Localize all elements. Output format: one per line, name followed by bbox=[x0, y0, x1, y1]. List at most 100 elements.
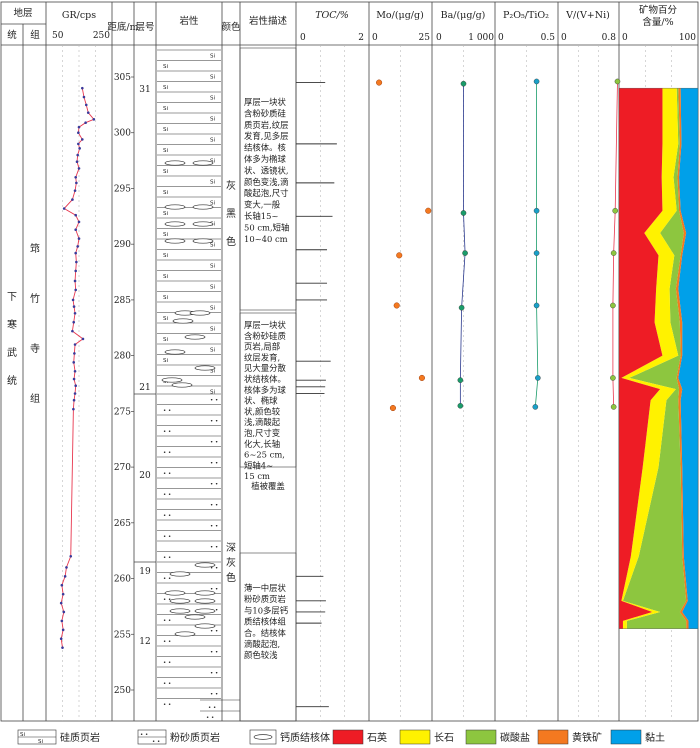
lith-silt-symbol: • • bbox=[210, 650, 218, 656]
v-vni-curve bbox=[610, 78, 621, 410]
nodule-symbol bbox=[164, 590, 186, 596]
mineral-area-4 bbox=[678, 88, 698, 629]
nodule-symbol bbox=[169, 571, 191, 577]
mo-max-label: 25 bbox=[419, 33, 431, 43]
lith-silt-symbol: • • bbox=[163, 513, 171, 519]
pti-line bbox=[534, 81, 539, 407]
desc-1-line: 结核体。核 bbox=[244, 143, 286, 153]
header-v: V/(V+Ni) bbox=[565, 10, 610, 21]
lith-si-symbol: Si bbox=[210, 306, 215, 312]
gr-point bbox=[61, 646, 64, 649]
lith-si-symbol: Si bbox=[163, 253, 168, 259]
desc-1-line: 状、透镜状, bbox=[244, 165, 289, 175]
gr-point bbox=[63, 575, 67, 578]
legend-label: 长石 bbox=[434, 732, 454, 744]
pti-point bbox=[535, 375, 541, 381]
gr-point bbox=[77, 237, 81, 240]
header-diceng: 地层 bbox=[13, 7, 32, 19]
mo-min-label: 0 bbox=[372, 33, 378, 43]
lith-si-symbol: Si bbox=[163, 190, 168, 196]
v-point bbox=[614, 78, 621, 85]
nodule-symbol bbox=[194, 598, 216, 604]
lith-si-symbol: Si bbox=[210, 117, 215, 123]
gr-point bbox=[60, 619, 64, 623]
desc-1-line: 50 cm,短轴 bbox=[244, 222, 289, 232]
lith-silt-symbol: • • bbox=[163, 576, 171, 582]
grid-lines bbox=[62, 45, 672, 721]
gr-point bbox=[81, 337, 85, 341]
nodule-symbol bbox=[192, 238, 214, 244]
header-layer: 层号 bbox=[135, 22, 154, 33]
gr-point bbox=[77, 220, 81, 224]
lith-si-symbol: Si bbox=[210, 264, 215, 270]
formation-name-char: 组 bbox=[30, 392, 40, 405]
gr-point bbox=[77, 131, 80, 135]
lith-silt-symbol: • • bbox=[163, 408, 171, 414]
desc-4-line: 薄一中层状 bbox=[244, 583, 286, 593]
desc-2-line: 核体多为球 bbox=[244, 385, 286, 395]
desc-2-line: 状结核体。 bbox=[244, 374, 286, 384]
lith-silt-symbol: • • bbox=[210, 671, 218, 677]
header-tong: 统 bbox=[7, 29, 17, 41]
lith-silt-symbol: • • bbox=[163, 618, 171, 624]
lith-silt-symbol: • • bbox=[210, 503, 218, 509]
toc-min-label: 0 bbox=[300, 33, 306, 43]
header-texts: 地层 统 组 GR/cps 50 250 距底/m 层号 岩性 颜色 岩性描述 … bbox=[7, 4, 696, 43]
lith-silt-symbol: • • bbox=[163, 681, 171, 687]
desc-1-line: 厚层一块状 bbox=[244, 97, 286, 107]
legend-label: 钙质结核体 bbox=[280, 731, 330, 744]
gr-point bbox=[73, 279, 77, 283]
desc-1-line: 长轴15~ bbox=[244, 211, 278, 221]
layer-number: 19 bbox=[139, 567, 151, 577]
lith-silt-symbol: • • bbox=[206, 715, 214, 721]
color-lower-char: 深 bbox=[226, 542, 236, 554]
v-point bbox=[610, 375, 616, 381]
desc-1-line: 含粉砂质硅 bbox=[244, 108, 286, 118]
layer-number: 31 bbox=[139, 85, 150, 95]
gr-point bbox=[86, 111, 90, 114]
gr-point bbox=[74, 384, 77, 388]
lith-si-symbol: Si bbox=[210, 390, 215, 396]
desc-4-line: 合。结核体 bbox=[244, 628, 286, 638]
gr-point bbox=[75, 260, 78, 264]
v-max-label: 0.8 bbox=[602, 33, 617, 43]
nodule-symbol bbox=[184, 614, 206, 620]
lith-si-symbol: Si bbox=[163, 127, 168, 133]
color-upper-char: 黑 bbox=[226, 208, 236, 220]
mo-point bbox=[425, 207, 432, 214]
nodule-symbol bbox=[172, 318, 194, 324]
legend-label: 黄铁矿 bbox=[572, 731, 602, 744]
toc-curve bbox=[296, 82, 337, 708]
lith-si-symbol: Si bbox=[210, 159, 215, 165]
mo-point bbox=[389, 404, 396, 412]
mineral-area-2 bbox=[622, 88, 687, 629]
gr-point bbox=[84, 103, 88, 107]
legend-label: 粉砂质页岩 bbox=[170, 731, 220, 744]
gr-point bbox=[74, 213, 77, 217]
lith-si-symbol: Si bbox=[163, 295, 168, 301]
v-point bbox=[610, 302, 616, 309]
header-gr: GR/cps bbox=[62, 10, 96, 21]
v-point bbox=[610, 404, 617, 410]
ba-point bbox=[460, 80, 467, 87]
pti-min-label: 0 bbox=[498, 33, 504, 43]
lith-si-symbol: Si bbox=[163, 316, 168, 322]
legend: Si Si 硅质页岩 • • • • 粉砂质页岩 钙质结核体 石英 长石 碳酸盐 黄铁矿 黏土 bbox=[17, 729, 665, 745]
header-toc: TOC/% bbox=[315, 10, 349, 21]
gr-point bbox=[77, 142, 80, 146]
series-name-char: 武 bbox=[7, 346, 17, 359]
nodule-symbol bbox=[194, 562, 216, 568]
depth-tick-label: 265 bbox=[114, 519, 131, 529]
gr-point bbox=[72, 320, 76, 324]
desc-2-line: 短轴4~ bbox=[244, 460, 273, 470]
desc-2-line: 页岩,局部 bbox=[244, 342, 280, 352]
lith-silt-symbol: • • bbox=[210, 587, 218, 593]
desc-1-line: 质页岩,纹层 bbox=[244, 120, 289, 130]
desc-2-line: 见大量分散 bbox=[244, 363, 286, 373]
desc-2-line: 状、椭球 bbox=[244, 396, 278, 406]
lith-si-symbol: Si bbox=[163, 64, 168, 70]
gr-point bbox=[72, 377, 76, 381]
lith-si-symbol: Si bbox=[163, 148, 168, 154]
gr-min-label: 50 bbox=[52, 31, 64, 41]
header-mineral-2: 含量/% bbox=[642, 16, 673, 28]
